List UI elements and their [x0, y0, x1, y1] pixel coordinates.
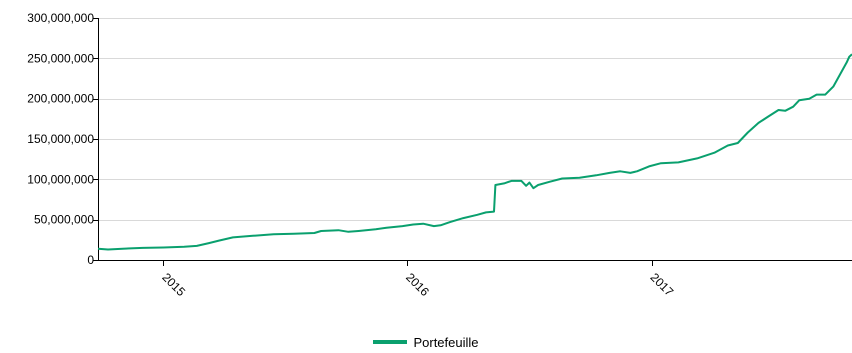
axes	[93, 18, 852, 266]
series-lines	[97, 53, 852, 251]
x-tick-label: 2016	[403, 270, 432, 299]
y-tick-label: 50,000,000	[34, 213, 94, 227]
y-tick-label: 100,000,000	[27, 172, 94, 186]
x-axis-tick-labels: 2015 2016 2017	[159, 270, 676, 299]
y-tick-label: 250,000,000	[27, 51, 94, 65]
legend-label: Portefeuille	[413, 334, 479, 350]
legend-swatch	[373, 340, 408, 344]
gridlines	[98, 18, 852, 221]
x-tick-label: 2017	[648, 270, 677, 299]
x-tick-label: 2015	[159, 270, 188, 299]
legend-item-portefeuille[interactable]: Portefeuille	[373, 334, 479, 350]
y-axis-tick-labels: 0 50,000,000 100,000,000 150,000,000 200,000…	[27, 11, 94, 267]
y-tick-label: 150,000,000	[27, 132, 94, 146]
legend: Portefeuille	[0, 331, 852, 350]
series-line-portefeuille	[97, 53, 852, 251]
y-tick-label: 300,000,000	[27, 11, 94, 25]
y-tick-label: 0	[87, 253, 94, 267]
y-tick-label: 200,000,000	[27, 92, 94, 106]
portfolio-line-chart: 0 50,000,000 100,000,000 150,000,000 200,000…	[27, 11, 852, 299]
